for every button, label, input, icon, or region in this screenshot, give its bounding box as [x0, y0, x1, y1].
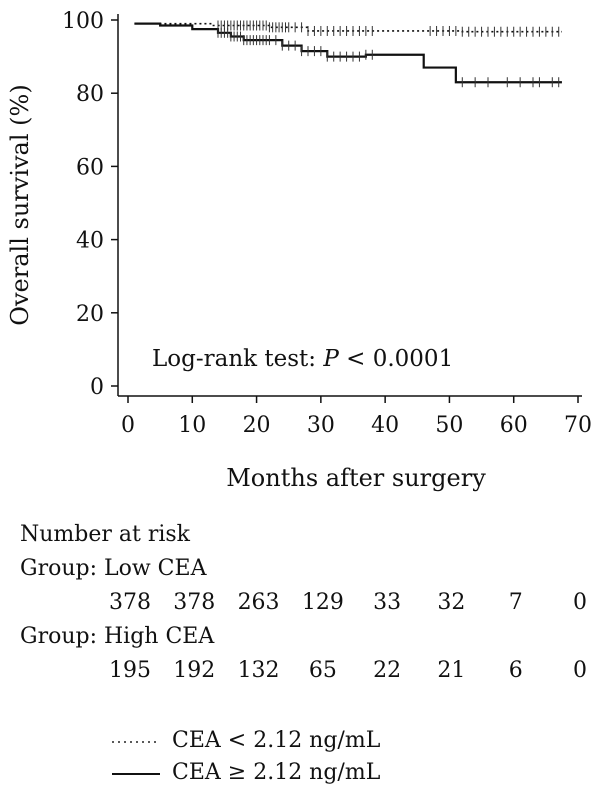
y-tick-label: 20: [76, 302, 104, 327]
x-tick-label: 40: [371, 413, 399, 438]
risk-value: 6: [508, 658, 523, 683]
risk-value: 33: [373, 590, 402, 615]
risk-value: 132: [237, 658, 280, 683]
dotted-line-swatch: [112, 741, 160, 743]
risk-value: 192: [173, 658, 216, 683]
legend-label-high-cea: CEA ≥ 2.12 ng/mL: [172, 760, 381, 785]
x-tick-label: 10: [178, 413, 206, 438]
log-rank-annotation: Log-rank test: P < 0.0001: [152, 346, 453, 372]
series-line-low-cea: [134, 22, 562, 33]
y-tick-label: 40: [76, 229, 104, 254]
risk-value: 65: [308, 658, 337, 683]
y-tick-label: 0: [90, 375, 104, 400]
x-tick-label: 50: [435, 413, 463, 438]
risk-group-low-label: Group: Low CEA: [20, 556, 207, 581]
survival-curves: [134, 20, 562, 88]
risk-value: 21: [437, 658, 466, 683]
risk-value: 378: [173, 590, 216, 615]
risk-value: 0: [573, 658, 587, 683]
risk-value: 263: [237, 590, 280, 615]
x-tick-label: 30: [307, 413, 335, 438]
x-tick-label: 0: [121, 413, 135, 438]
y-tick-label: 80: [76, 82, 104, 107]
y-tick-label: 100: [62, 9, 104, 34]
risk-table-title: Number at risk: [20, 522, 191, 547]
x-tick-label: 20: [243, 413, 271, 438]
risk-value: 0: [573, 590, 587, 615]
y-tick-label: 60: [76, 155, 104, 180]
survival-chart: 0 20 40 60 80 100 0 10 20 30 40 50 60 70 Months after…: [6, 9, 592, 492]
risk-value: 195: [109, 658, 151, 683]
x-tick-label: 70: [564, 413, 592, 438]
solid-line-swatch: [112, 773, 160, 775]
risk-value: 378: [109, 590, 151, 615]
axes: 0 20 40 60 80 100 0 10 20 30 40 50 60 70: [62, 9, 592, 438]
risk-value: 129: [301, 590, 344, 615]
risk-value: 32: [437, 590, 466, 615]
risk-value: 7: [508, 590, 523, 615]
y-axis-title: Overall survival (%): [6, 84, 34, 325]
legend-label-low-cea: CEA < 2.12 ng/mL: [172, 728, 381, 753]
x-tick-label: 60: [500, 413, 528, 438]
risk-value: 22: [373, 658, 402, 683]
x-axis-title: Months after surgery: [226, 464, 486, 492]
risk-group-high-label: Group: High CEA: [20, 624, 215, 649]
